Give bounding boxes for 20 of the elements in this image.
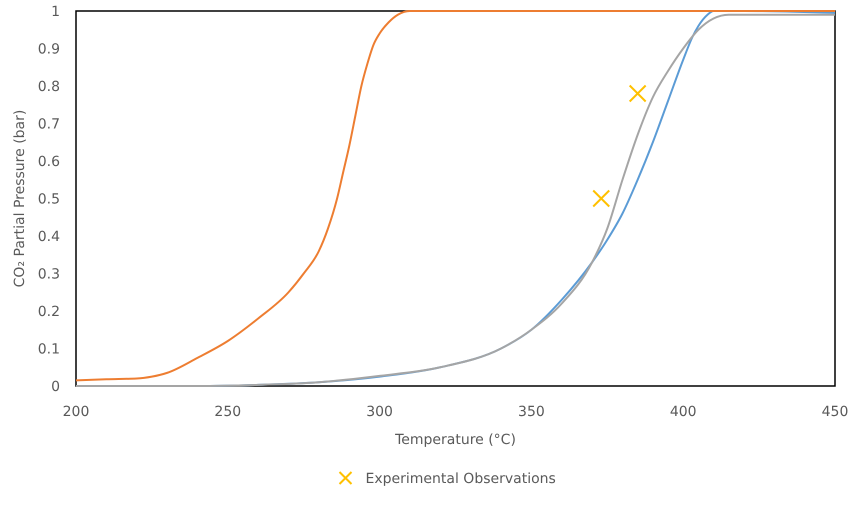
x-tick-label: 450 [822, 404, 848, 420]
y-tick-label: 0.3 [38, 266, 60, 282]
x-axis-title: Temperature (°C) [394, 432, 516, 448]
y-tick-label: 0.2 [38, 304, 60, 320]
legend-label: Experimental Observations [366, 471, 556, 487]
y-tick-label: 0.8 [38, 79, 60, 95]
y-tick-label: 0.6 [38, 154, 60, 170]
y-tick-label: 0.4 [38, 229, 60, 245]
x-tick-label: 300 [366, 404, 393, 420]
y-tick-label: 0.9 [38, 42, 60, 58]
y-tick-label: 0.1 [38, 342, 60, 358]
y-axis-title: CO₂ Partial Pressure (bar) [12, 110, 28, 288]
x-tick-label: 400 [670, 404, 697, 420]
x-tick-label: 200 [62, 404, 90, 420]
y-tick-label: 0.7 [38, 116, 60, 132]
y-tick-label: 0 [51, 379, 60, 395]
y-tick-label: 1 [51, 4, 60, 20]
y-tick-label: 0.5 [38, 192, 60, 208]
x-tick-label: 350 [518, 404, 545, 420]
x-tick-label: 250 [214, 404, 242, 420]
